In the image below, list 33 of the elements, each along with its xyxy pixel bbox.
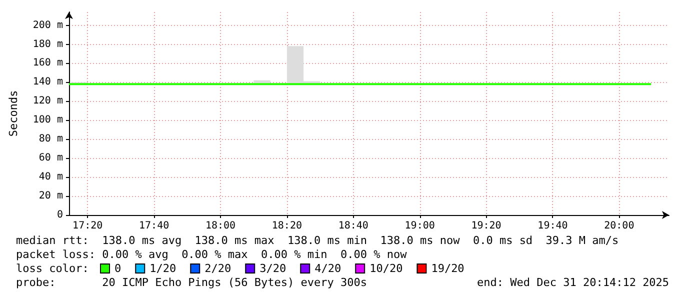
legend-label: 2/20 (204, 262, 232, 275)
legend-label: 1/20 (150, 262, 176, 275)
text: packet loss: 0.00 % avg 0.00 % max 0.00 % min 0.00 % now (16, 248, 407, 261)
x-tick-label: 18:40 (338, 220, 368, 232)
legend-label: 3/20 (260, 262, 286, 275)
legend-label: 0 (114, 262, 122, 275)
y-tick-label: 200 m (32, 20, 63, 31)
y-tick-label: 40 m (38, 172, 63, 183)
y-tick-label: 100 m (32, 114, 63, 126)
x-tick-label: 19:00 (404, 220, 435, 232)
y-tick-label: 120 m (32, 96, 63, 107)
x-tick-label: 19:40 (538, 220, 568, 232)
text: probe: 20 ICMP Echo Pings (56 Bytes) every 300s (16, 276, 367, 289)
legend-title: loss color: (16, 262, 89, 275)
y-tick-label: 60 m (38, 152, 63, 164)
x-tick-label: 19:20 (471, 220, 502, 232)
x-tick-label: 18:00 (205, 220, 236, 232)
text: end: Wed Dec 31 20:14:12 2025 (477, 276, 670, 289)
x-tick-label: 17:40 (139, 220, 170, 232)
y-tick-label: 180 m (32, 38, 63, 50)
y-tick-label: 80 m (38, 134, 63, 145)
legend-label: 10/20 (370, 262, 403, 275)
legend-label: 4/20 (314, 262, 342, 275)
x-tick-label: 17:20 (72, 220, 103, 232)
legend-label: 19/20 (431, 262, 464, 275)
y-tick-label: 160 m (32, 58, 63, 69)
text: median rtt: 138.0 ms avg 138.0 ms max 138.0 ms min 138.0 ms now 0.0 ms sd 39.3 M am/s (16, 234, 619, 247)
y-axis-title: Seconds (7, 90, 20, 137)
y-tick-label: 20 m (38, 190, 63, 202)
y-tick-label: 140 m (32, 76, 63, 88)
x-tick-label: 18:20 (272, 220, 302, 232)
x-tick-label: 20:00 (604, 220, 634, 232)
y-tick-label: 0 (56, 210, 63, 220)
